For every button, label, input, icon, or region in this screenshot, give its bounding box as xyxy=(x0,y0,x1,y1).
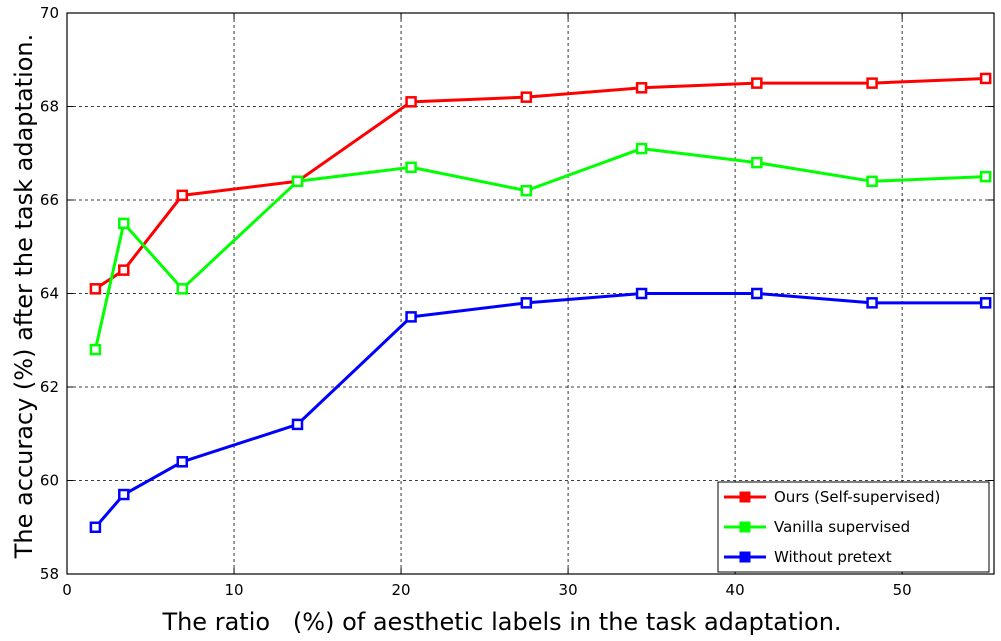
series-3 xyxy=(89,287,992,533)
data-point xyxy=(291,175,304,188)
legend-item: Without pretext xyxy=(724,548,892,566)
data-point xyxy=(751,287,763,300)
data-point xyxy=(176,189,188,202)
data-point xyxy=(520,184,533,197)
series-line xyxy=(94,292,986,529)
legend-label: Without pretext xyxy=(774,548,892,566)
data-point xyxy=(751,156,763,169)
y-tick-label: 68 xyxy=(40,98,59,116)
legend: Ours (Self-supervised) Vanilla supervised… xyxy=(717,481,990,573)
y-tick-label: 58 xyxy=(40,565,59,583)
legend-item: Vanilla supervised xyxy=(724,518,910,536)
data-point xyxy=(751,77,763,89)
data-point xyxy=(291,418,304,431)
series-line xyxy=(94,76,986,291)
data-point xyxy=(520,297,533,309)
series-2 xyxy=(89,142,992,356)
x-tick-label: 30 xyxy=(559,581,578,599)
data-point xyxy=(635,142,648,155)
legend-item: Ours (Self-supervised) xyxy=(724,488,940,506)
data-point xyxy=(979,170,992,183)
data-point xyxy=(520,91,533,103)
legend-marker xyxy=(739,551,751,563)
y-tick-label: 64 xyxy=(40,285,59,303)
x-tick-label: 10 xyxy=(224,581,243,599)
legend-marker xyxy=(739,521,751,533)
data-point xyxy=(405,96,417,108)
x-tick-label: 0 xyxy=(62,581,72,599)
data-point xyxy=(176,456,188,468)
y-tick-label: 60 xyxy=(40,472,59,490)
y-axis-ticks: 58 60 62 64 66 68 70 xyxy=(40,4,994,583)
x-tick-label: 50 xyxy=(893,581,912,599)
data-point xyxy=(979,72,992,85)
data-point xyxy=(89,521,102,533)
data-point xyxy=(118,217,130,230)
legend-marker xyxy=(739,491,751,503)
grid-lines xyxy=(67,13,994,574)
y-axis-title: The accuracy (%) after the task adaptati… xyxy=(10,34,38,560)
data-point xyxy=(118,264,130,276)
x-axis-ticks: 0 10 20 30 40 50 xyxy=(62,13,912,599)
x-tick-label: 40 xyxy=(726,581,745,599)
data-point xyxy=(89,283,102,295)
legend-label: Vanilla supervised xyxy=(774,518,910,536)
x-axis-title: The ratio (%) of aesthetic labels in the… xyxy=(161,608,841,636)
data-point xyxy=(405,161,417,174)
data-point xyxy=(635,287,648,300)
data-point xyxy=(866,77,878,89)
data-point xyxy=(635,82,648,94)
y-tick-label: 70 xyxy=(40,4,59,22)
y-tick-label: 66 xyxy=(40,191,59,209)
series-line xyxy=(93,147,986,350)
data-point xyxy=(866,297,878,309)
data-point xyxy=(176,283,188,295)
legend-label: Ours (Self-supervised) xyxy=(774,488,940,506)
data-point xyxy=(866,175,878,188)
y-tick-label: 62 xyxy=(40,378,59,396)
data-point xyxy=(89,343,102,356)
data-point xyxy=(405,311,417,323)
data-point xyxy=(979,297,992,309)
series-layer xyxy=(89,72,992,533)
data-point xyxy=(118,488,130,501)
x-tick-label: 20 xyxy=(392,581,411,599)
